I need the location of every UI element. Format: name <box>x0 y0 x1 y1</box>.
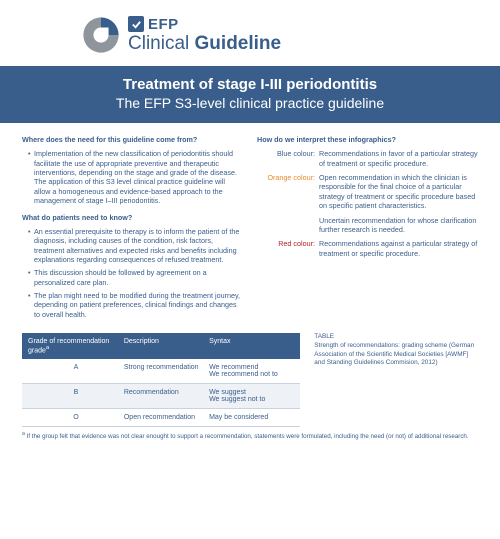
table-row: A Strong recommendation We recommendWe r… <box>22 359 300 384</box>
blue-text: Recommendations in favor of a particular… <box>319 149 478 168</box>
page: EFP Clinical Guideline Treatment of stag… <box>0 0 500 539</box>
question-2: What do patients need to know? <box>22 213 243 222</box>
bullet-list-1: Implementation of the new classification… <box>22 149 243 205</box>
cell-grade: A <box>28 364 124 378</box>
caption-title: TABLE <box>314 333 478 341</box>
red-label: Red colour: <box>257 239 319 258</box>
red-text: Recommendations against a particular str… <box>319 239 478 258</box>
title-sub: The EFP S3-level clinical practice guide… <box>10 95 490 111</box>
question-3: How do we interpret these infographics? <box>257 135 478 144</box>
logo-icon <box>80 14 122 56</box>
list-item: Implementation of the new classification… <box>28 149 243 205</box>
bullet-list-2: An essential prerequisite to therapy is … <box>22 227 243 319</box>
table-row: B Recommendation We suggestWe suggest no… <box>22 384 300 409</box>
th-grade: Grade of recommendation gradea <box>28 338 124 354</box>
legend-orange-2: Uncertain recommendation for whose clari… <box>257 216 478 235</box>
blue-label: Blue colour: <box>257 149 319 168</box>
legend-orange: Orange colour: Open recommendation in wh… <box>257 173 478 210</box>
recommendation-table: Grade of recommendation gradea Descripti… <box>22 333 300 427</box>
table-row: O Open recommendation May be considered <box>22 409 300 427</box>
legend-red: Red colour: Recommendations against a pa… <box>257 239 478 258</box>
table-header: Grade of recommendation gradea Descripti… <box>22 333 300 359</box>
list-item: This discussion should be followed by ag… <box>28 268 243 287</box>
right-column: How do we interpret these infographics? … <box>257 135 478 323</box>
table-area: Grade of recommendation gradea Descripti… <box>0 329 500 427</box>
cell-syntax: We suggestWe suggest not to <box>209 389 294 403</box>
cell-grade: B <box>28 389 124 403</box>
clinical-guideline-label: Clinical Guideline <box>128 33 281 55</box>
table-caption: TABLE Strength of recommendations: gradi… <box>314 333 478 367</box>
caption-body: Strength of recommendations: grading sch… <box>314 342 478 367</box>
footnote: a If the group felt that evidence was no… <box>0 427 500 441</box>
check-icon <box>128 16 144 32</box>
cell-syntax: We recommendWe recommend not to <box>209 364 294 378</box>
legend-blue: Blue colour: Recommendations in favor of… <box>257 149 478 168</box>
title-main: Treatment of stage I-III periodontitis <box>10 76 490 93</box>
content-columns: Where does the need for this guideline c… <box>0 123 500 329</box>
title-band: Treatment of stage I-III periodontitis T… <box>0 66 500 123</box>
logo-area: EFP Clinical Guideline <box>0 0 500 66</box>
list-item: The plan might need to be modified durin… <box>28 291 243 319</box>
logo-text: EFP Clinical Guideline <box>128 16 281 55</box>
orange-text-1: Open recommendation in which the clinici… <box>319 173 478 210</box>
cell-grade: O <box>28 414 124 421</box>
cell-desc: Open recommendation <box>124 414 209 421</box>
th-description: Description <box>124 338 209 354</box>
cell-desc: Strong recommendation <box>124 364 209 378</box>
question-1: Where does the need for this guideline c… <box>22 135 243 144</box>
cell-desc: Recommendation <box>124 389 209 403</box>
left-column: Where does the need for this guideline c… <box>22 135 243 323</box>
efp-label: EFP <box>148 16 179 33</box>
th-syntax: Syntax <box>209 338 294 354</box>
orange-label: Orange colour: <box>257 173 319 210</box>
list-item: An essential prerequisite to therapy is … <box>28 227 243 264</box>
orange-text-2: Uncertain recommendation for whose clari… <box>319 216 478 235</box>
cell-syntax: May be considered <box>209 414 294 421</box>
